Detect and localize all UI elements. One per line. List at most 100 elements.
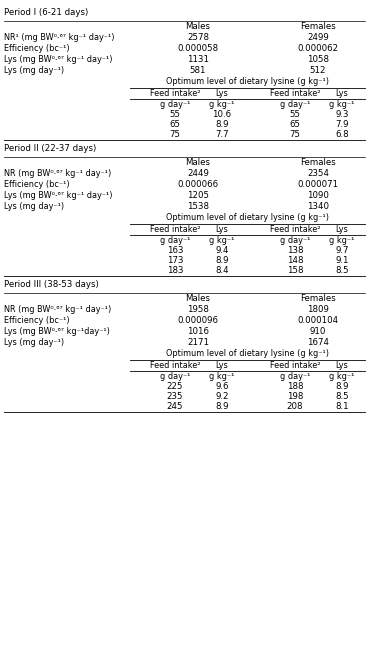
- Text: Lys (mg BW⁰⋅⁶⁷ kg⁻¹day⁻¹): Lys (mg BW⁰⋅⁶⁷ kg⁻¹day⁻¹): [4, 327, 110, 336]
- Text: Lys: Lys: [215, 361, 228, 370]
- Text: 581: 581: [190, 66, 206, 75]
- Text: 0.000058: 0.000058: [177, 44, 218, 53]
- Text: 8.9: 8.9: [215, 402, 229, 411]
- Text: 1016: 1016: [187, 327, 209, 336]
- Text: Period III (38-53 days): Period III (38-53 days): [4, 280, 99, 289]
- Text: g kg⁻¹: g kg⁻¹: [329, 236, 355, 245]
- Text: Lys: Lys: [215, 89, 228, 98]
- Text: 163: 163: [167, 246, 183, 255]
- Text: 6.8: 6.8: [335, 130, 349, 139]
- Text: 9.6: 9.6: [215, 382, 229, 391]
- Text: Lys: Lys: [336, 361, 348, 370]
- Text: Feed intake²: Feed intake²: [150, 89, 200, 98]
- Text: NR (mg BW⁰⋅⁶⁷ kg⁻¹ day⁻¹): NR (mg BW⁰⋅⁶⁷ kg⁻¹ day⁻¹): [4, 169, 111, 178]
- Text: Feed intake²: Feed intake²: [270, 89, 320, 98]
- Text: 8.9: 8.9: [335, 382, 349, 391]
- Text: 173: 173: [167, 256, 183, 265]
- Text: 1340: 1340: [307, 202, 329, 211]
- Text: 7.9: 7.9: [335, 120, 349, 129]
- Text: 910: 910: [310, 327, 326, 336]
- Text: Optimum level of dietary lysine (g kg⁻¹): Optimum level of dietary lysine (g kg⁻¹): [166, 349, 329, 358]
- Text: 8.9: 8.9: [215, 120, 229, 129]
- Text: Lys (mg day⁻¹): Lys (mg day⁻¹): [4, 338, 64, 347]
- Text: Lys (mg BW⁰⋅⁶⁷ kg⁻¹ day⁻¹): Lys (mg BW⁰⋅⁶⁷ kg⁻¹ day⁻¹): [4, 191, 113, 200]
- Text: Males: Males: [186, 22, 210, 31]
- Text: Females: Females: [300, 158, 336, 167]
- Text: 158: 158: [287, 266, 303, 275]
- Text: 2354: 2354: [307, 169, 329, 178]
- Text: Lys (mg day⁻¹): Lys (mg day⁻¹): [4, 66, 64, 75]
- Text: 9.4: 9.4: [215, 246, 229, 255]
- Text: 1538: 1538: [187, 202, 209, 211]
- Text: Feed intake²: Feed intake²: [270, 225, 320, 234]
- Text: Feed intake²: Feed intake²: [150, 225, 200, 234]
- Text: 148: 148: [287, 256, 303, 265]
- Text: Efficiency (bc⁻¹): Efficiency (bc⁻¹): [4, 316, 70, 325]
- Text: 8.9: 8.9: [215, 256, 229, 265]
- Text: g kg⁻¹: g kg⁻¹: [209, 236, 235, 245]
- Text: Females: Females: [300, 22, 336, 31]
- Text: Efficiency (bc⁻¹): Efficiency (bc⁻¹): [4, 44, 70, 53]
- Text: Optimum level of dietary lysine (g kg⁻¹): Optimum level of dietary lysine (g kg⁻¹): [166, 213, 329, 222]
- Text: 2499: 2499: [307, 33, 329, 42]
- Text: g kg⁻¹: g kg⁻¹: [209, 100, 235, 109]
- Text: 0.000096: 0.000096: [177, 316, 218, 325]
- Text: 0.000104: 0.000104: [297, 316, 339, 325]
- Text: Period I (6-21 days): Period I (6-21 days): [4, 8, 88, 17]
- Text: Lys: Lys: [215, 225, 228, 234]
- Text: 2171: 2171: [187, 338, 209, 347]
- Text: 1205: 1205: [187, 191, 209, 200]
- Text: NR¹ (mg BW⁰⋅⁶⁷ kg⁻¹ day⁻¹): NR¹ (mg BW⁰⋅⁶⁷ kg⁻¹ day⁻¹): [4, 33, 114, 42]
- Text: Feed intake²: Feed intake²: [150, 361, 200, 370]
- Text: 138: 138: [287, 246, 303, 255]
- Text: 0.000062: 0.000062: [297, 44, 339, 53]
- Text: g kg⁻¹: g kg⁻¹: [329, 100, 355, 109]
- Text: 245: 245: [167, 402, 183, 411]
- Text: g kg⁻¹: g kg⁻¹: [209, 372, 235, 381]
- Text: Males: Males: [186, 294, 210, 303]
- Text: 0.000066: 0.000066: [177, 180, 218, 189]
- Text: 198: 198: [287, 392, 303, 401]
- Text: 188: 188: [287, 382, 303, 391]
- Text: Optimum level of dietary lysine (g kg⁻¹): Optimum level of dietary lysine (g kg⁻¹): [166, 77, 329, 86]
- Text: Females: Females: [300, 294, 336, 303]
- Text: g day⁻¹: g day⁻¹: [160, 236, 190, 245]
- Text: g day⁻¹: g day⁻¹: [280, 236, 310, 245]
- Text: g kg⁻¹: g kg⁻¹: [329, 372, 355, 381]
- Text: Efficiency (bc⁻¹): Efficiency (bc⁻¹): [4, 180, 70, 189]
- Text: g day⁻¹: g day⁻¹: [280, 100, 310, 109]
- Text: 65: 65: [290, 120, 300, 129]
- Text: 512: 512: [310, 66, 326, 75]
- Text: 75: 75: [290, 130, 300, 139]
- Text: g day⁻¹: g day⁻¹: [160, 372, 190, 381]
- Text: 1674: 1674: [307, 338, 329, 347]
- Text: 2578: 2578: [187, 33, 209, 42]
- Text: 75: 75: [169, 130, 180, 139]
- Text: Lys: Lys: [336, 225, 348, 234]
- Text: 0.000071: 0.000071: [297, 180, 339, 189]
- Text: 8.1: 8.1: [335, 402, 349, 411]
- Text: 183: 183: [167, 266, 183, 275]
- Text: 235: 235: [167, 392, 183, 401]
- Text: g day⁻¹: g day⁻¹: [280, 372, 310, 381]
- Text: Males: Males: [186, 158, 210, 167]
- Text: 8.5: 8.5: [335, 392, 349, 401]
- Text: 2449: 2449: [187, 169, 209, 178]
- Text: 65: 65: [169, 120, 180, 129]
- Text: 9.7: 9.7: [335, 246, 349, 255]
- Text: 208: 208: [287, 402, 303, 411]
- Text: 9.1: 9.1: [335, 256, 349, 265]
- Text: 9.3: 9.3: [335, 110, 349, 119]
- Text: Lys (mg day⁻¹): Lys (mg day⁻¹): [4, 202, 64, 211]
- Text: g day⁻¹: g day⁻¹: [160, 100, 190, 109]
- Text: 8.4: 8.4: [215, 266, 229, 275]
- Text: Lys (mg BW⁰⋅⁶⁷ kg⁻¹ day⁻¹): Lys (mg BW⁰⋅⁶⁷ kg⁻¹ day⁻¹): [4, 55, 113, 64]
- Text: Lys: Lys: [336, 89, 348, 98]
- Text: 55: 55: [290, 110, 300, 119]
- Text: 1090: 1090: [307, 191, 329, 200]
- Text: Feed intake²: Feed intake²: [270, 361, 320, 370]
- Text: 1809: 1809: [307, 305, 329, 314]
- Text: NR (mg BW⁰⋅⁶⁷ kg⁻¹ day⁻¹): NR (mg BW⁰⋅⁶⁷ kg⁻¹ day⁻¹): [4, 305, 111, 314]
- Text: 10.6: 10.6: [213, 110, 232, 119]
- Text: 9.2: 9.2: [215, 392, 229, 401]
